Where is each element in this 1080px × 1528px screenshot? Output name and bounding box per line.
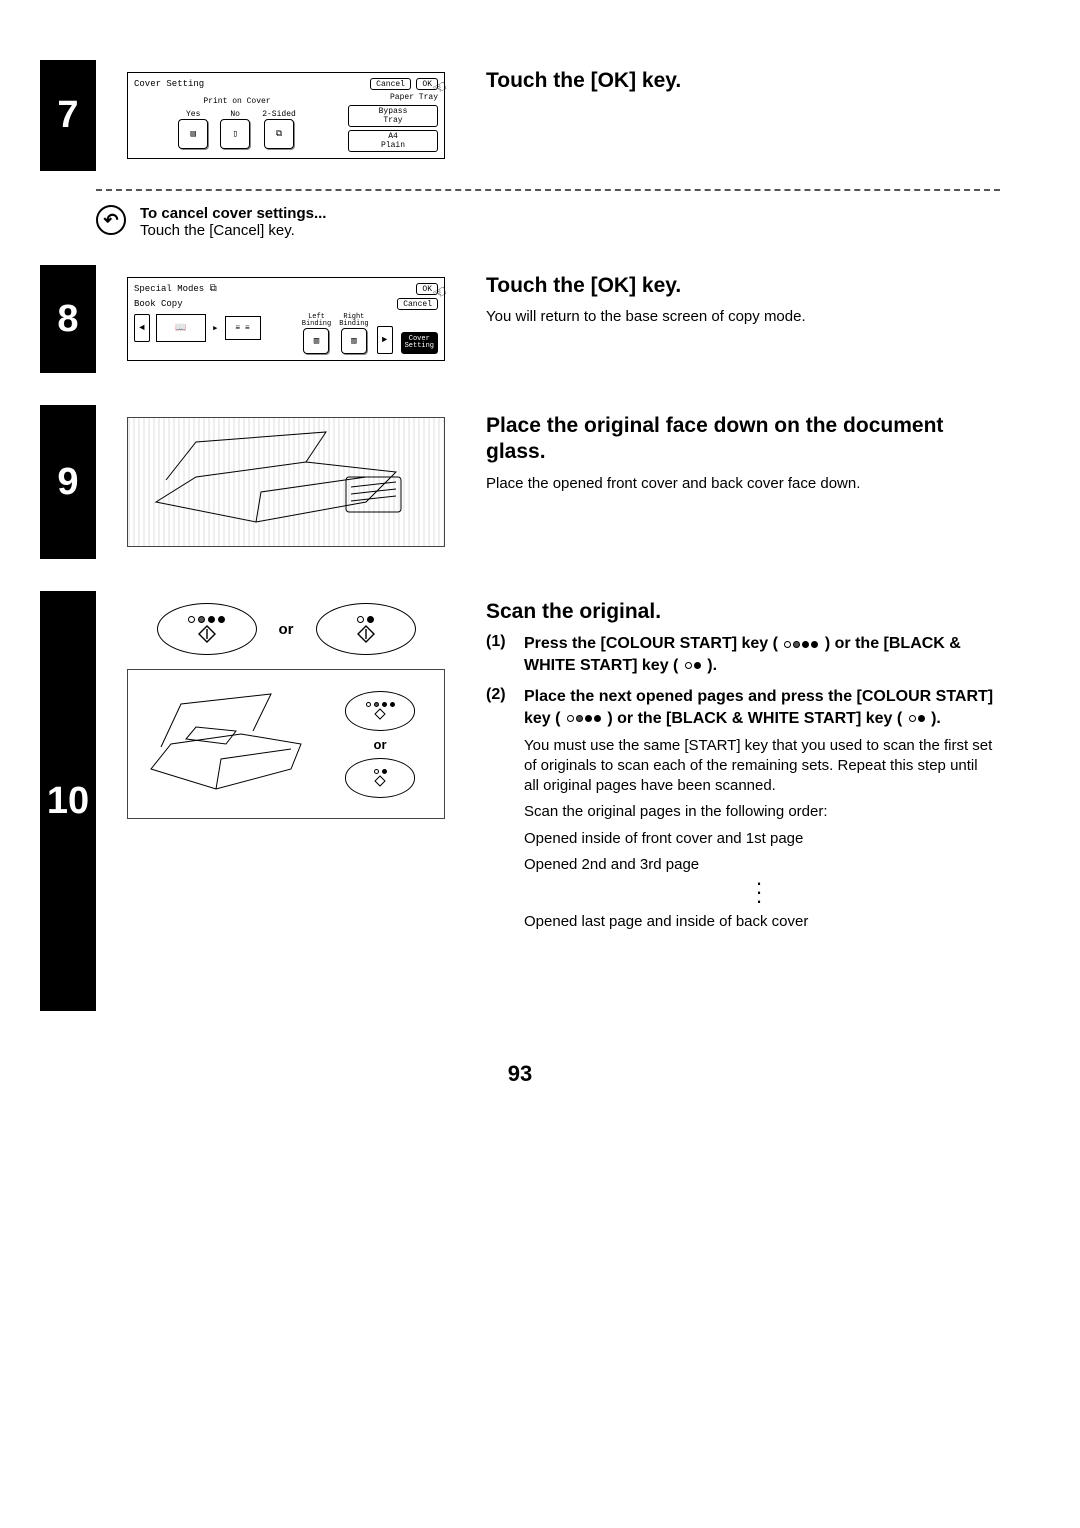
bypass-tray-option[interactable]: Bypass Tray: [348, 105, 438, 127]
cover-setting-button[interactable]: Cover Setting: [401, 332, 438, 354]
colour-dots-icon: [567, 715, 601, 722]
step-number-col: 9: [40, 405, 96, 559]
scanner-illustration: [127, 417, 445, 547]
scroll-left[interactable]: ◄: [134, 314, 150, 342]
cancel-cover-note: ↶ To cancel cover settings... Touch the …: [96, 201, 1000, 251]
panel-title: Cover Setting: [134, 79, 204, 89]
no-option[interactable]: ▯: [220, 119, 250, 149]
modes-icon: ⧉: [210, 284, 217, 295]
vertical-ellipsis-icon: ···: [524, 879, 994, 905]
step-number-col: 7: [40, 60, 96, 171]
colour-dots-icon: [784, 641, 818, 648]
right-binding-label: Right Binding: [339, 314, 368, 328]
step-7-image-col: ☜ Cover Setting Cancel OK Print on Cover: [96, 60, 476, 171]
special-modes-label: Special Modes: [134, 284, 204, 294]
step-number: 10: [47, 780, 89, 823]
dashed-separator: [96, 189, 1000, 191]
two-sided-label: 2-Sided: [262, 110, 296, 119]
step-10-text: Scan the original. (1) Press the [COLOUR…: [476, 591, 1000, 950]
special-modes-panel: ☜ Special Modes ⧉ OK Book Copy Cancel ◄ …: [127, 277, 445, 361]
two-sided-option[interactable]: ⧉: [264, 119, 294, 149]
list-item: (1) Press the [COLOUR START] key ( ) or …: [486, 633, 994, 676]
step-9: 9: [40, 405, 1000, 559]
pages-icon: ≡ ≡: [225, 316, 261, 340]
item1-part-c: ).: [707, 657, 717, 674]
step-number: 8: [57, 298, 78, 341]
step-8: 8 ☜ Special Modes ⧉ OK Book Copy Cancel: [40, 265, 1000, 373]
cancel-button[interactable]: Cancel: [397, 298, 438, 310]
page: 7 ☜ Cover Setting Cancel OK Print on C: [0, 0, 1080, 1127]
mini-colour-start: [345, 691, 415, 731]
item2-sub2: Scan the original pages in the following…: [524, 802, 994, 822]
step-heading: Place the original face down on the docu…: [486, 413, 994, 466]
cover-setting-panel: ☜ Cover Setting Cancel OK Print on Cover: [127, 72, 445, 159]
start-diamond-icon: [198, 625, 216, 643]
step-number: 9: [57, 461, 78, 504]
yes-label: Yes: [178, 110, 208, 119]
step-body: ☜ Special Modes ⧉ OK Book Copy Cancel ◄ …: [96, 265, 1000, 373]
arrow-icon: ▸: [212, 321, 219, 335]
no-label: No: [220, 110, 250, 119]
or-label: or: [374, 737, 387, 752]
cancel-note-title: To cancel cover settings...: [140, 205, 326, 222]
print-on-cover-label: Print on Cover: [134, 97, 340, 106]
item2-sub3: Opened inside of front cover and 1st pag…: [524, 829, 994, 849]
step-body: ☜ Cover Setting Cancel OK Print on Cover: [96, 60, 1000, 171]
colour-start-button[interactable]: [157, 603, 257, 655]
yes-option[interactable]: ▤: [178, 119, 208, 149]
list-item: (2) Place the next opened pages and pres…: [486, 686, 994, 931]
left-binding-option[interactable]: ▥: [303, 328, 329, 354]
step-number-col: 8: [40, 265, 96, 373]
mini-bw-start: [345, 758, 415, 798]
cancel-button[interactable]: Cancel: [370, 78, 411, 90]
bw-dots-icon: [685, 662, 701, 669]
step-9-image-col: [96, 405, 476, 559]
page-number: 93: [40, 1061, 1000, 1087]
item2-sub1: You must use the same [START] key that y…: [524, 736, 994, 797]
item-marker: (1): [486, 633, 514, 676]
undo-icon: ↶: [96, 205, 126, 235]
step-heading: Scan the original.: [486, 599, 994, 625]
step-number: 7: [57, 94, 78, 137]
book-icon: 📖: [156, 314, 206, 342]
step-7: 7 ☜ Cover Setting Cancel OK Print on C: [40, 60, 1000, 171]
or-label: or: [279, 621, 294, 638]
scroll-right[interactable]: ►: [377, 326, 393, 354]
bw-start-button[interactable]: [316, 603, 416, 655]
step-heading: Touch the [OK] key.: [486, 68, 994, 94]
step-8-text: Touch the [OK] key. You will return to t…: [476, 265, 1000, 336]
step-7-text: Touch the [OK] key.: [476, 60, 1000, 110]
step-body-text: Place the opened front cover and back co…: [486, 474, 994, 494]
scanner-with-buttons-illustration: or: [127, 669, 445, 819]
step-10: 10 or: [40, 591, 1000, 1011]
step-body: Place the original face down on the docu…: [96, 405, 1000, 559]
right-binding-option[interactable]: ▥: [341, 328, 367, 354]
step-number-col: 10: [40, 591, 96, 1011]
bw-dots-icon: [909, 715, 925, 722]
step-10-image-col: or: [96, 591, 476, 831]
step-body: or: [96, 591, 1000, 1011]
item2-sub5: Opened last page and inside of back cove…: [524, 912, 994, 932]
step-10-list: (1) Press the [COLOUR START] key ( ) or …: [486, 633, 994, 932]
start-buttons-row: or: [157, 603, 416, 655]
item-marker: (2): [486, 686, 514, 931]
item1-part-a: Press the [COLOUR START] key (: [524, 635, 778, 652]
paper-tray-label: Paper Tray: [348, 93, 438, 102]
item2-part-b: ) or the [BLACK & WHITE START] key (: [607, 710, 902, 727]
item2-part-c: ).: [931, 710, 941, 727]
step-heading: Touch the [OK] key.: [486, 273, 994, 299]
start-diamond-icon: [357, 625, 375, 643]
step-body-text: You will return to the base screen of co…: [486, 307, 994, 327]
step-8-image-col: ☜ Special Modes ⧉ OK Book Copy Cancel ◄ …: [96, 265, 476, 373]
book-copy-label: Book Copy: [134, 299, 183, 309]
a4-plain-option[interactable]: A4 Plain: [348, 130, 438, 152]
step-9-text: Place the original face down on the docu…: [476, 405, 1000, 502]
left-binding-label: Left Binding: [302, 314, 331, 328]
cancel-note-text: Touch the [Cancel] key.: [140, 222, 326, 239]
